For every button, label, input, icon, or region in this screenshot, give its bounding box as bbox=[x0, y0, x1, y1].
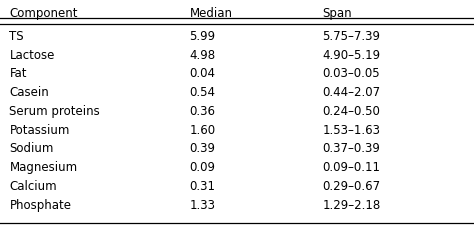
Text: 0.36: 0.36 bbox=[190, 105, 216, 118]
Text: 5.99: 5.99 bbox=[190, 30, 216, 43]
Text: Median: Median bbox=[190, 7, 233, 20]
Text: 1.53–1.63: 1.53–1.63 bbox=[322, 124, 380, 137]
Text: Span: Span bbox=[322, 7, 352, 20]
Text: Sodium: Sodium bbox=[9, 142, 54, 155]
Text: Phosphate: Phosphate bbox=[9, 199, 72, 212]
Text: 0.24–0.50: 0.24–0.50 bbox=[322, 105, 380, 118]
Text: 0.09: 0.09 bbox=[190, 161, 216, 174]
Text: 4.90–5.19: 4.90–5.19 bbox=[322, 49, 381, 62]
Text: Casein: Casein bbox=[9, 86, 49, 99]
Text: 0.29–0.67: 0.29–0.67 bbox=[322, 180, 381, 193]
Text: Serum proteins: Serum proteins bbox=[9, 105, 100, 118]
Text: 1.29–2.18: 1.29–2.18 bbox=[322, 199, 381, 212]
Text: 1.60: 1.60 bbox=[190, 124, 216, 137]
Text: 0.03–0.05: 0.03–0.05 bbox=[322, 67, 380, 80]
Text: 1.33: 1.33 bbox=[190, 199, 216, 212]
Text: 5.75–7.39: 5.75–7.39 bbox=[322, 30, 380, 43]
Text: Component: Component bbox=[9, 7, 78, 20]
Text: Fat: Fat bbox=[9, 67, 27, 80]
Text: 0.39: 0.39 bbox=[190, 142, 216, 155]
Text: Calcium: Calcium bbox=[9, 180, 57, 193]
Text: 0.54: 0.54 bbox=[190, 86, 216, 99]
Text: 0.37–0.39: 0.37–0.39 bbox=[322, 142, 380, 155]
Text: 0.31: 0.31 bbox=[190, 180, 216, 193]
Text: 0.09–0.11: 0.09–0.11 bbox=[322, 161, 380, 174]
Text: 0.44–2.07: 0.44–2.07 bbox=[322, 86, 381, 99]
Text: 0.04: 0.04 bbox=[190, 67, 216, 80]
Text: 4.98: 4.98 bbox=[190, 49, 216, 62]
Text: TS: TS bbox=[9, 30, 24, 43]
Text: Lactose: Lactose bbox=[9, 49, 55, 62]
Text: Magnesium: Magnesium bbox=[9, 161, 78, 174]
Text: Potassium: Potassium bbox=[9, 124, 70, 137]
